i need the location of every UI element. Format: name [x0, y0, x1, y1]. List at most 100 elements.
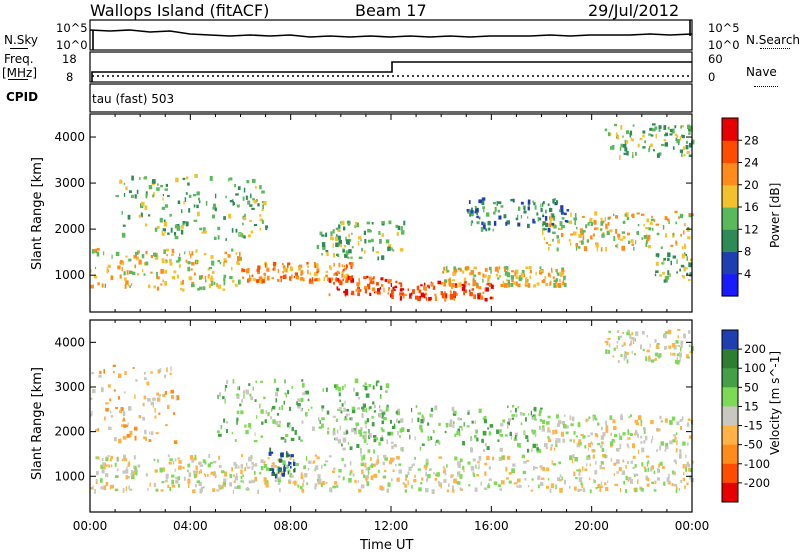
- velocity-cell: [525, 435, 529, 439]
- power-cell: [346, 239, 350, 244]
- power-cell: [141, 254, 145, 259]
- velocity-cell: [411, 418, 413, 423]
- power-cell: [162, 279, 164, 283]
- power-cell: [257, 203, 260, 207]
- velocity-cell: [267, 457, 270, 460]
- power-cell: [384, 278, 388, 282]
- velocity-cell: [452, 488, 455, 493]
- velocity-cell: [110, 410, 112, 414]
- velocity-cell: [332, 415, 336, 418]
- power-cell: [223, 260, 228, 263]
- velocity-cell: [166, 367, 168, 372]
- velocity-cell: [549, 488, 552, 493]
- power-cell: [454, 283, 458, 287]
- velocity-cell: [426, 478, 429, 482]
- power-cell: [656, 153, 660, 158]
- power-cell: [165, 260, 167, 264]
- velocity-cell: [534, 466, 538, 469]
- velocity-cell: [156, 392, 160, 396]
- power-cell: [190, 268, 193, 271]
- velocity-cell: [287, 464, 289, 469]
- velocity-cell: [679, 419, 683, 422]
- power-cell: [443, 279, 448, 283]
- power-cell: [574, 213, 577, 218]
- power-cell: [505, 221, 508, 226]
- velocity-cell: [656, 343, 660, 346]
- velocity-cell: [602, 432, 606, 437]
- velocity-cell: [669, 420, 673, 425]
- velocity-cell: [249, 427, 252, 430]
- velocity-cell: [652, 435, 654, 441]
- power-cell: [363, 250, 366, 254]
- power-cell: [468, 200, 471, 204]
- power-cell: [478, 292, 482, 295]
- power-cell: [161, 206, 166, 210]
- power-cell: [262, 204, 264, 209]
- velocity-cell: [107, 455, 110, 458]
- velocity-cell: [271, 462, 275, 465]
- velocity-cell: [542, 425, 545, 428]
- velocity-cell: [582, 466, 584, 471]
- power-cell: [453, 292, 456, 297]
- power-cell: [176, 260, 180, 263]
- velocity-cell: [674, 433, 676, 437]
- velocity-cell: [586, 455, 588, 461]
- velocity-cell: [277, 478, 282, 483]
- velocity-cell: [507, 421, 510, 426]
- velocity-cell: [411, 485, 413, 489]
- power-cell: [162, 194, 165, 197]
- velocity-cell: [101, 458, 104, 461]
- power-cell: [608, 132, 611, 137]
- velocity-cell: [590, 441, 593, 445]
- power-cell: [645, 242, 648, 247]
- velocity-cell: [170, 366, 172, 372]
- power-cell: [122, 224, 126, 227]
- velocity-cell: [332, 485, 336, 489]
- velocity-cell: [302, 392, 306, 396]
- power-cell: [347, 222, 351, 226]
- velocity-cell: [627, 432, 630, 436]
- velocity-cell: [507, 424, 509, 429]
- power-cell: [656, 232, 660, 236]
- power-cell: [533, 284, 537, 288]
- velocity-cell: [613, 347, 616, 351]
- power-cell: [527, 199, 531, 205]
- velocity-cell: [511, 405, 515, 408]
- power-cell: [328, 265, 332, 269]
- power-cell: [337, 278, 340, 282]
- power-cell: [600, 247, 603, 252]
- velocity-cell: [657, 468, 659, 473]
- power-cell: [250, 230, 254, 234]
- velocity-cell: [126, 466, 128, 470]
- velocity-cell: [518, 443, 521, 448]
- velocity-cell: [532, 443, 537, 449]
- power-cell: [633, 246, 635, 251]
- velocity-cell: [233, 474, 236, 477]
- velocity-cell: [512, 463, 516, 467]
- power-cell: [663, 125, 667, 130]
- velocity-cell: [187, 478, 191, 484]
- velocity-cell: [145, 473, 148, 477]
- velocity-cell: [261, 421, 264, 425]
- power-cell: [184, 197, 187, 202]
- velocity-cell: [643, 440, 646, 444]
- velocity-cell: [105, 473, 109, 478]
- velocity-cell: [327, 427, 329, 430]
- colorbar-swatch: [722, 463, 738, 484]
- power-cell: [357, 282, 360, 288]
- velocity-cell: [687, 422, 689, 427]
- velocity-cell: [308, 408, 310, 411]
- velocity-cell: [640, 488, 644, 492]
- velocity-cell: [172, 412, 176, 415]
- power-cell: [249, 219, 252, 222]
- power-cell: [543, 228, 547, 231]
- power-cell: [453, 268, 458, 273]
- power-cell: [205, 279, 207, 283]
- power-cell: [154, 254, 159, 260]
- power-cell: [670, 244, 674, 247]
- power-cell: [445, 270, 448, 273]
- velocity-cell: [187, 463, 191, 468]
- velocity-cell: [121, 458, 124, 462]
- velocity-cell: [625, 465, 627, 469]
